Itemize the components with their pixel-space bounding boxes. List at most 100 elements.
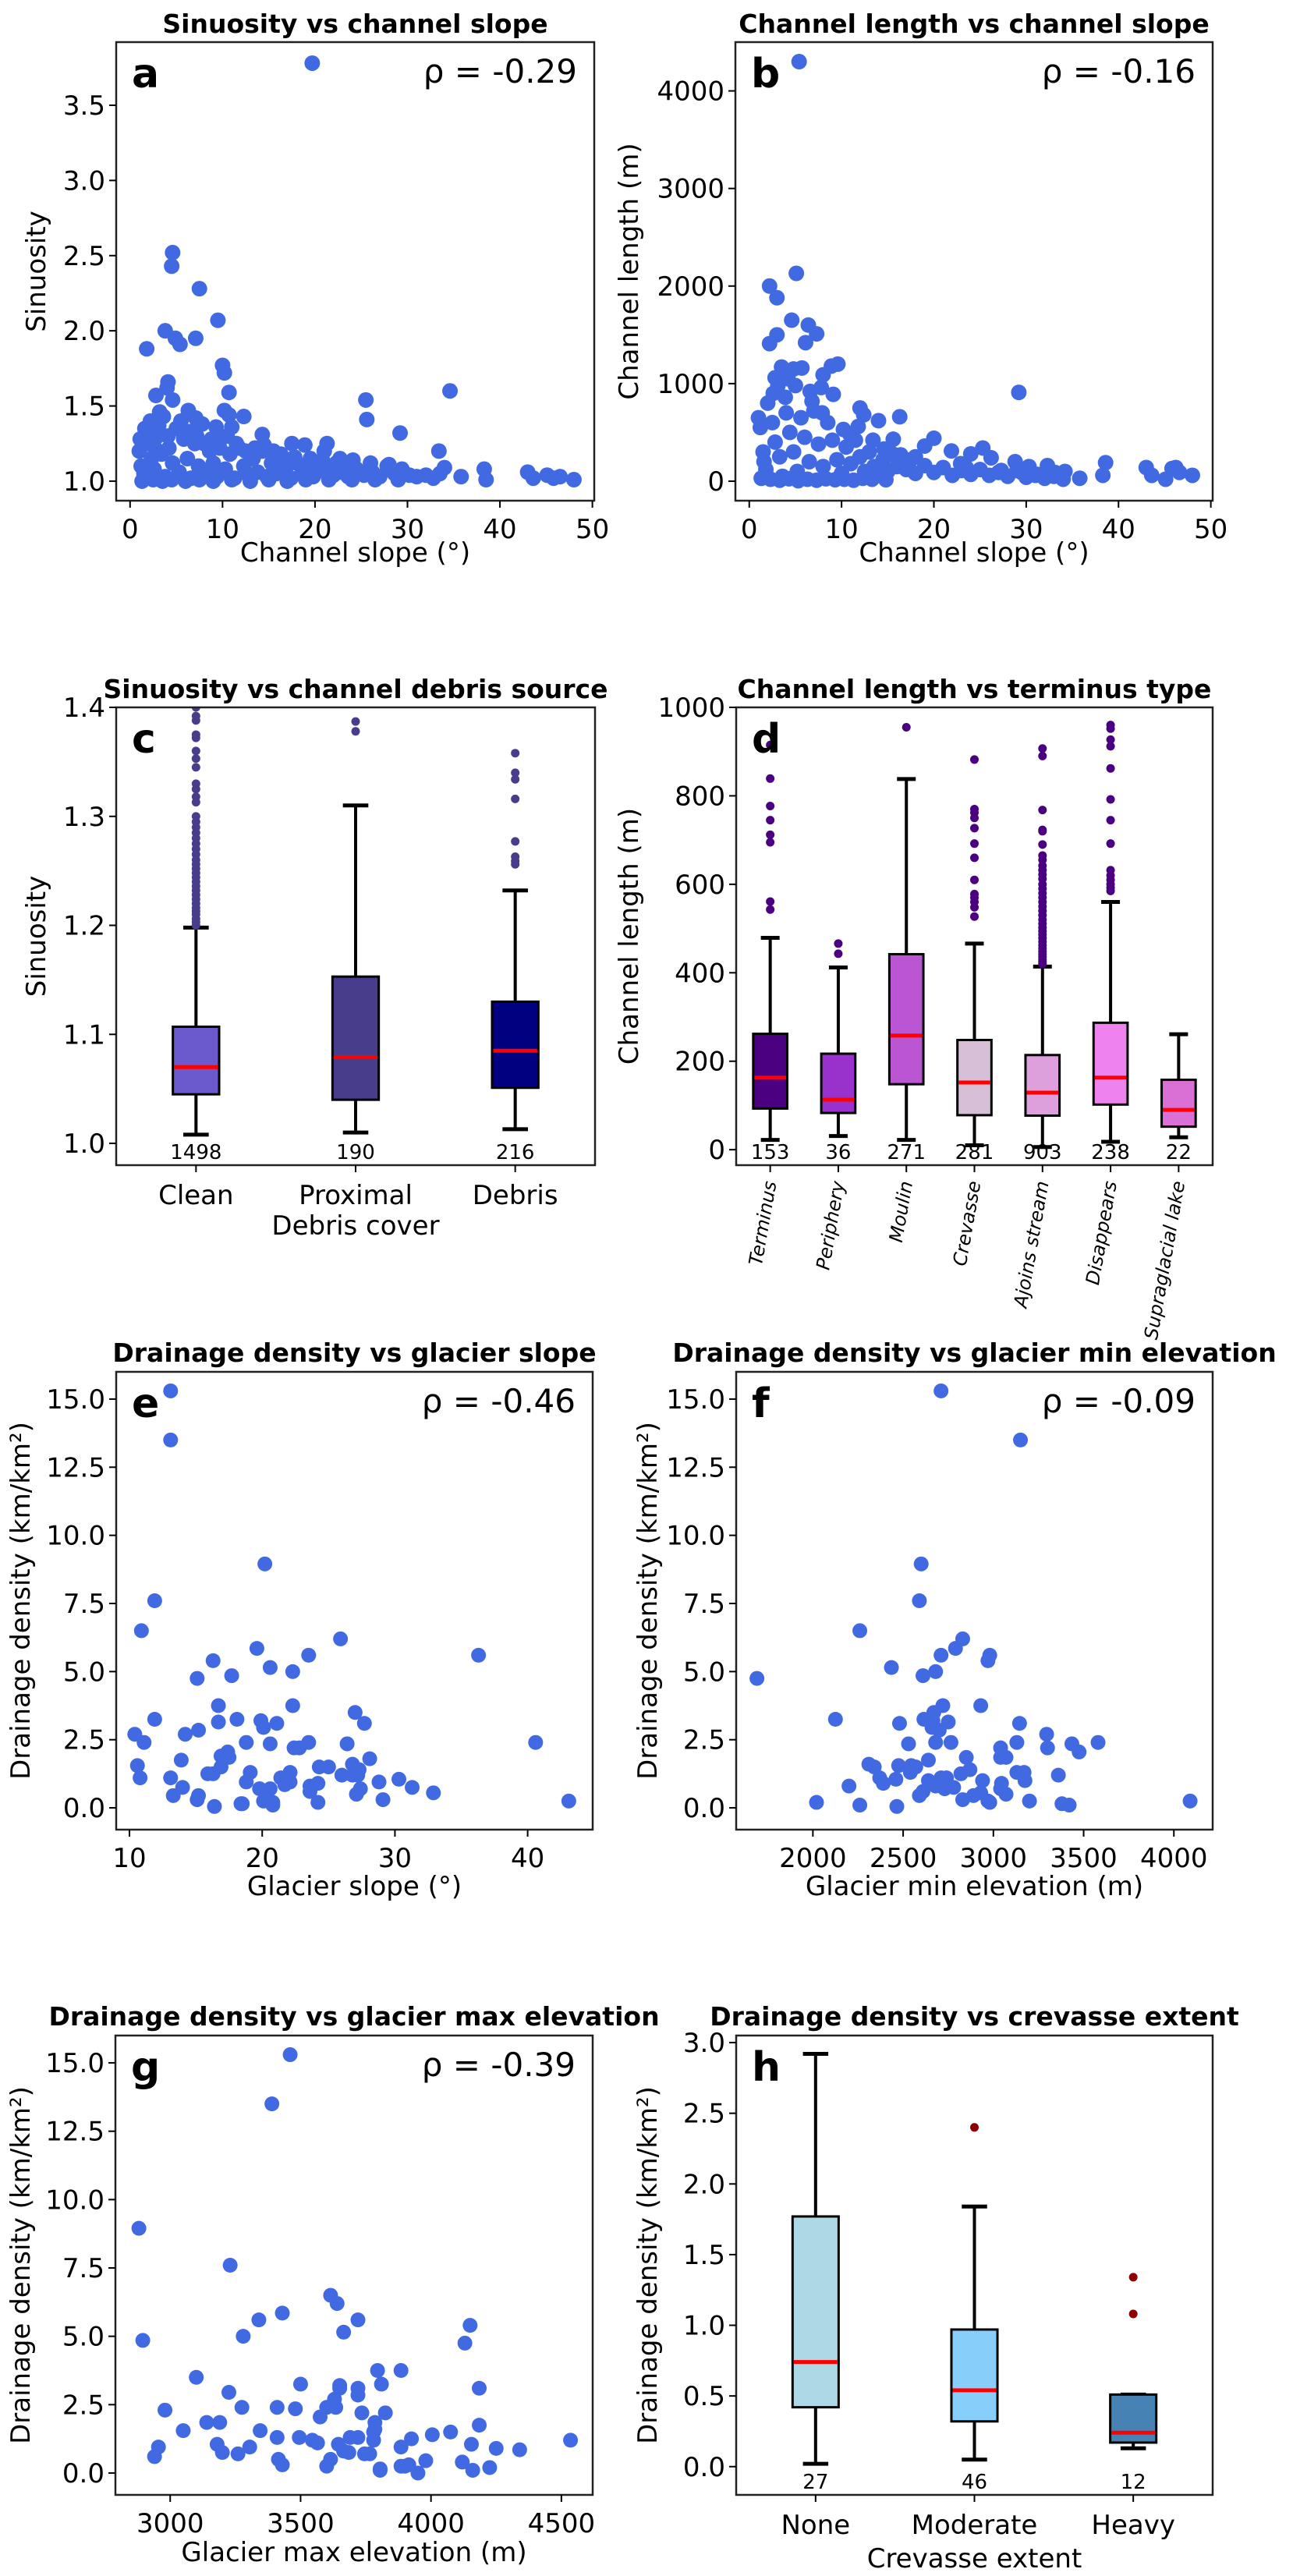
- scatter-point: [222, 2258, 238, 2273]
- y-tick-label: 200: [675, 1047, 725, 1078]
- box-iqr: [331, 975, 381, 1101]
- scatter-point: [478, 472, 494, 488]
- scatter-point: [242, 473, 258, 489]
- scatter-point: [462, 2318, 478, 2333]
- scatter-point: [1095, 467, 1111, 484]
- scatter-point: [163, 1383, 179, 1398]
- x-tick-label: 20: [246, 1843, 279, 1874]
- scatter-point: [998, 1749, 1014, 1765]
- scatter-point: [328, 2400, 344, 2415]
- y-tick-label: 0.0: [62, 2458, 105, 2489]
- scatter-point: [301, 1647, 317, 1663]
- x-category-label: Debris: [473, 1180, 558, 1211]
- scatter-point: [471, 1647, 487, 1663]
- scatter-point: [372, 2462, 388, 2478]
- scatter-point: [891, 1758, 906, 1773]
- outlier-point: [191, 754, 200, 764]
- scatter-point: [350, 2387, 366, 2403]
- scatter-point: [953, 1766, 969, 1781]
- scatter-point: [391, 1771, 407, 1787]
- x-category-label: Clean: [158, 1180, 234, 1211]
- panel-f: Drainage density vs glacier min elevatio…: [632, 1338, 1277, 1902]
- scatter-point: [277, 1777, 292, 1792]
- scatter-point: [767, 434, 783, 450]
- x-tick-label: 2500: [870, 1843, 937, 1874]
- scatter-point: [393, 2440, 409, 2455]
- outlier-point: [1106, 764, 1115, 773]
- scatter-point: [136, 1734, 152, 1750]
- scatter-point: [350, 2312, 366, 2328]
- scatter-point: [1011, 1716, 1027, 1731]
- y-axis-label: Drainage density (km/km²): [632, 1422, 664, 1780]
- box-iqr: [950, 2328, 999, 2423]
- scatter-point: [131, 2220, 147, 2236]
- outlier-point: [834, 939, 843, 948]
- scatter-point: [565, 472, 582, 488]
- scatter-point: [129, 1758, 145, 1773]
- count-label: 46: [962, 2471, 987, 2494]
- x-tick-label: 4000: [397, 2508, 465, 2539]
- scatter-point: [371, 1774, 387, 1790]
- scatter-point: [1072, 470, 1088, 487]
- scatter-point: [165, 244, 181, 260]
- scatter-point: [794, 360, 810, 376]
- scatter-point: [901, 1736, 916, 1752]
- y-axis-label: Channel length (m): [614, 808, 645, 1065]
- scatter-point: [1184, 467, 1200, 484]
- scatter-point: [962, 445, 979, 462]
- scatter-point: [163, 1770, 179, 1786]
- scatter-point: [190, 1671, 205, 1686]
- outlier-point: [1106, 742, 1115, 751]
- scatter-point: [342, 458, 358, 474]
- scatter-point: [147, 2449, 162, 2464]
- outlier-point: [766, 830, 775, 839]
- outlier-point: [834, 949, 843, 958]
- scatter-point: [304, 55, 321, 71]
- scatter-point: [472, 2418, 487, 2433]
- scatter-point: [472, 2380, 487, 2396]
- y-tick-label: 0.0: [683, 2452, 725, 2483]
- box-ajoins-stream: [1024, 744, 1061, 1150]
- x-axis-label: Channel slope (°): [859, 537, 1089, 569]
- scatter-point: [349, 1787, 364, 1802]
- outlier-point: [970, 839, 979, 849]
- x-tick-label: 4000: [1140, 1843, 1208, 1874]
- plot-area: [752, 721, 1197, 1150]
- scatter-point: [891, 409, 908, 425]
- scatter-point: [561, 1793, 576, 1809]
- scatter-point: [133, 1623, 149, 1639]
- scatter-point: [1072, 1744, 1087, 1759]
- scatter-point: [350, 1767, 366, 1783]
- scatter-point: [948, 1641, 963, 1657]
- panel-letter: c: [132, 716, 156, 763]
- scatter-point: [443, 2424, 459, 2440]
- y-tick-label: 3.0: [683, 2028, 725, 2059]
- scatter-point: [257, 1556, 273, 1571]
- scatter-point: [913, 1556, 929, 1571]
- scatter-point: [563, 2432, 579, 2448]
- scatter-point: [889, 1798, 905, 1814]
- x-tick-label: 50: [576, 514, 609, 545]
- scatter-point: [824, 432, 841, 448]
- scatter-point: [282, 2047, 298, 2063]
- scatter-point: [292, 2376, 308, 2392]
- scatter-point: [221, 407, 237, 423]
- scatter-point: [333, 1631, 349, 1646]
- panel-letter: e: [132, 1380, 159, 1427]
- scatter-point: [189, 2369, 204, 2385]
- scatter-point: [1022, 1793, 1037, 1809]
- scatter-point: [830, 356, 846, 372]
- plot-area: [172, 707, 540, 1137]
- scatter-point: [1039, 1727, 1054, 1742]
- y-tick-label: 7.5: [63, 1589, 105, 1620]
- scatter-point: [455, 2454, 470, 2470]
- y-tick-label: 5.0: [683, 1657, 725, 1688]
- scatter-point: [933, 1647, 949, 1663]
- x-axis-label: Glacier max elevation (m): [181, 2537, 526, 2568]
- count-label: 271: [887, 1141, 926, 1164]
- axes-frame: [115, 1370, 594, 1831]
- scatter-point: [147, 1593, 162, 1608]
- box-moulin: [887, 723, 925, 1143]
- count-label: 12: [1121, 2471, 1146, 2494]
